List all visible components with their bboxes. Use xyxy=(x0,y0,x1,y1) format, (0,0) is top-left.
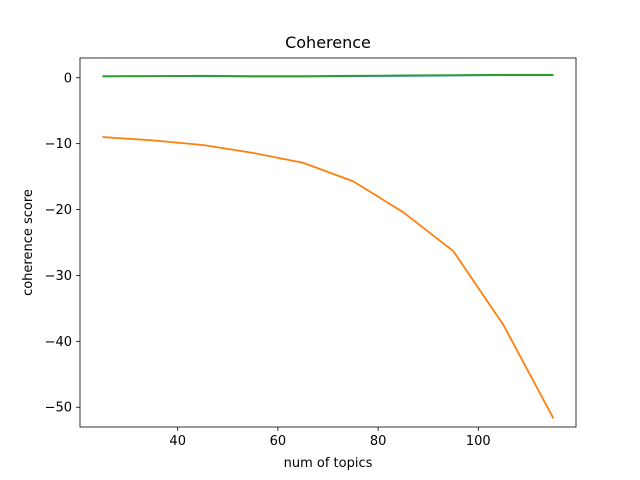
x-tick-label: 100 xyxy=(466,434,491,449)
y-tick-label: −50 xyxy=(45,401,72,416)
series-line-1 xyxy=(102,136,555,419)
y-tick-label: −30 xyxy=(45,269,72,284)
x-tick-label: 40 xyxy=(169,434,186,449)
series-line-3 xyxy=(102,73,554,78)
chart-title: Coherence xyxy=(285,33,371,52)
series-layer xyxy=(102,73,555,419)
x-tick-label: 60 xyxy=(270,434,287,449)
x-tick-label: 80 xyxy=(370,434,387,449)
y-tick-label: −20 xyxy=(45,203,72,218)
y-tick-label: −10 xyxy=(45,137,72,152)
y-axis-ticks: 0 −10 −20 −30 −40 −50 xyxy=(45,71,80,416)
y-axis-label: coherence score xyxy=(21,189,36,296)
y-tick-label: −40 xyxy=(45,335,72,350)
x-axis-ticks: 40 60 80 100 xyxy=(169,427,491,449)
y-tick-label: 0 xyxy=(64,71,72,86)
plot-frame xyxy=(79,57,577,428)
x-axis-label: num of topics xyxy=(284,456,373,471)
